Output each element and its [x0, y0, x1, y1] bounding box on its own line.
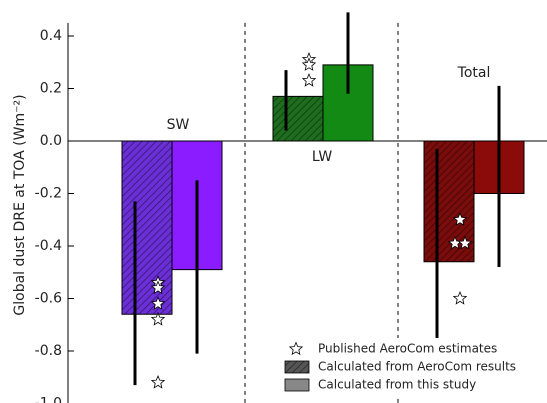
bar [121, 140, 173, 315]
legend-swatch [284, 360, 310, 374]
published-estimate [452, 212, 468, 226]
published-estimate [150, 296, 166, 310]
legend-label: Published AeroCom estimates [318, 342, 497, 356]
y-tick-label: 0.4 [40, 28, 62, 44]
legend-label: Calculated from AeroCom results [318, 360, 516, 374]
category-label: LW [312, 149, 333, 165]
published-estimate [150, 311, 166, 326]
y-tick-label: -0.4 [35, 238, 62, 254]
published-estimate [150, 280, 166, 295]
category-label: Total [457, 65, 491, 81]
legend: Published AeroCom estimates Calculated fr… [280, 338, 542, 396]
published-estimate [452, 290, 468, 305]
y-tick-label: 0.0 [40, 133, 62, 149]
bar [272, 95, 324, 142]
y-tick-label: -1.0 [35, 396, 62, 403]
legend-swatch [284, 378, 310, 392]
legend-star [288, 341, 304, 356]
published-estimate [301, 73, 317, 87]
category-label: SW [167, 117, 190, 133]
y-tick-label: -0.6 [35, 291, 62, 307]
y-tick-label: -0.8 [35, 343, 62, 359]
published-estimate [150, 374, 166, 389]
published-estimate [457, 235, 473, 250]
y-tick-label: -0.2 [35, 186, 62, 202]
y-axis-label: Global dust DRE at TOA (Wm⁻²) [12, 94, 28, 315]
published-estimate [301, 57, 317, 71]
legend-label: Calculated from this study [318, 378, 476, 392]
legend-box [280, 338, 542, 396]
y-tick-label: 0.2 [40, 81, 62, 97]
